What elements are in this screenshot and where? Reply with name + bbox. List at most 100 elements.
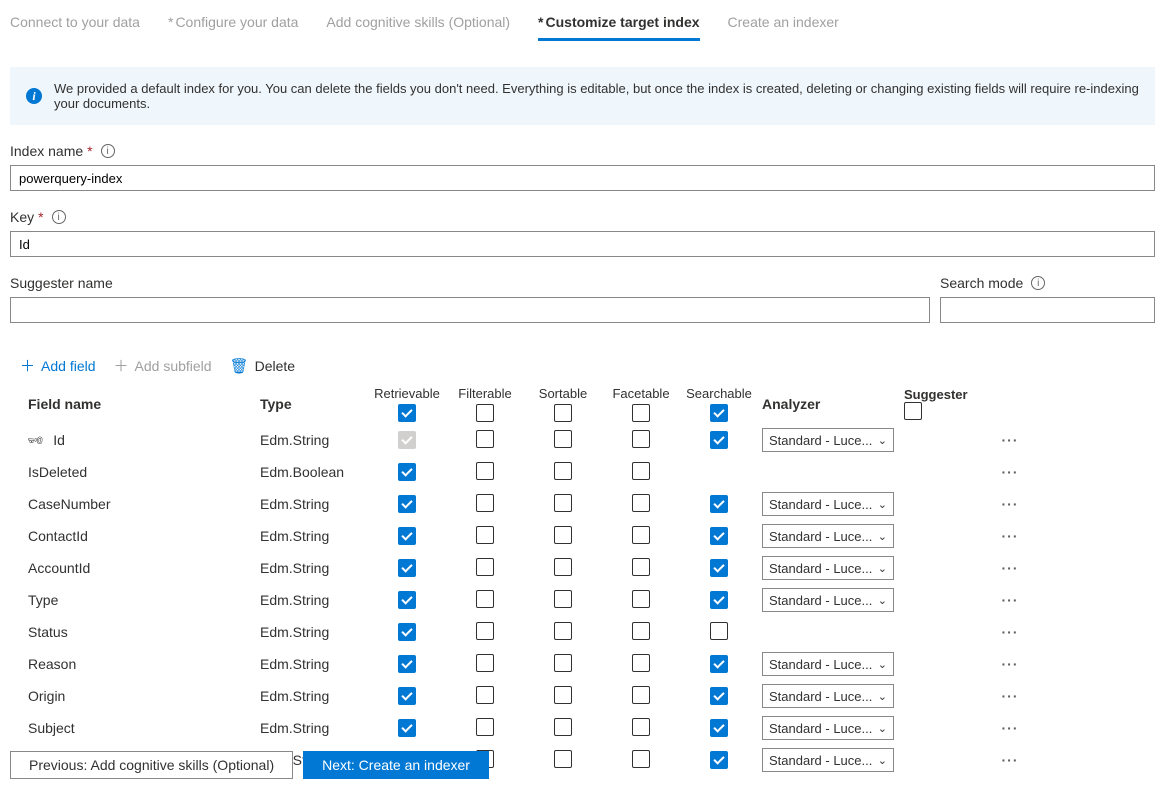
analyzer-select[interactable]: Standard - Luce...⌄ (762, 684, 894, 708)
tab-add-cognitive-skills-optional-[interactable]: Add cognitive skills (Optional) (326, 14, 510, 41)
delete-button[interactable]: 🗑 Delete (230, 357, 296, 375)
checkbox-searchable[interactable] (710, 719, 728, 737)
next-button[interactable]: Next: Create an indexer (303, 751, 489, 779)
search-mode-input[interactable] (940, 297, 1155, 323)
checkbox-searchable[interactable] (710, 431, 728, 449)
row-more-button[interactable]: ··· (980, 464, 1040, 480)
checkbox-sortable[interactable] (554, 654, 572, 672)
checkbox-facetable[interactable] (632, 558, 650, 576)
checkbox-filterable[interactable] (476, 654, 494, 672)
row-more-button[interactable]: ··· (980, 592, 1040, 608)
field-name-cell: Reason (10, 656, 260, 672)
checkbox-filterable[interactable] (476, 494, 494, 512)
analyzer-select[interactable]: Standard - Luce...⌄ (762, 588, 894, 612)
checkbox-facetable[interactable] (632, 654, 650, 672)
tab-customize-target-index[interactable]: Customize target index (538, 14, 699, 41)
checkbox-facetable[interactable] (632, 430, 650, 448)
checkbox-searchable[interactable] (710, 655, 728, 673)
checkbox-searchable[interactable] (710, 591, 728, 609)
help-icon[interactable]: i (1031, 276, 1045, 290)
checkbox-searchable[interactable] (710, 751, 728, 769)
checkbox-filterable[interactable] (476, 686, 494, 704)
checkbox-facetable[interactable] (632, 590, 650, 608)
checkbox-retrievable[interactable] (398, 495, 416, 513)
checkbox-searchable[interactable] (710, 687, 728, 705)
checkbox-retrievable[interactable] (398, 719, 416, 737)
checkbox-facetable[interactable] (632, 718, 650, 736)
row-more-button[interactable]: ··· (980, 496, 1040, 512)
search-mode-label: Search mode (940, 275, 1023, 291)
checkbox-facetable[interactable] (632, 622, 650, 640)
add-subfield-button[interactable]: ＋ Add subfield (114, 355, 212, 376)
row-more-button[interactable]: ··· (980, 752, 1040, 768)
row-more-button[interactable]: ··· (980, 560, 1040, 576)
checkbox-filterable[interactable] (476, 526, 494, 544)
checkbox-sortable[interactable] (554, 590, 572, 608)
analyzer-select[interactable]: Standard - Luce...⌄ (762, 652, 894, 676)
checkbox-sortable-all[interactable] (554, 404, 572, 422)
checkbox-retrievable-all[interactable] (398, 404, 416, 422)
info-icon: i (26, 88, 42, 104)
checkbox-facetable[interactable] (632, 526, 650, 544)
key-input[interactable] (10, 231, 1155, 257)
checkbox-sortable[interactable] (554, 750, 572, 768)
field-type-cell: Edm.String (260, 688, 368, 704)
suggester-name-input[interactable] (10, 297, 930, 323)
checkbox-sortable[interactable] (554, 622, 572, 640)
checkbox-searchable[interactable] (710, 622, 728, 640)
checkbox-facetable[interactable] (632, 750, 650, 768)
checkbox-retrievable[interactable] (398, 559, 416, 577)
checkbox-filterable[interactable] (476, 462, 494, 480)
checkbox-sortable[interactable] (554, 718, 572, 736)
index-name-input[interactable] (10, 165, 1155, 191)
checkbox-filterable-all[interactable] (476, 404, 494, 422)
row-more-button[interactable]: ··· (980, 720, 1040, 736)
add-field-button[interactable]: ＋ Add field (20, 355, 96, 376)
analyzer-select[interactable]: Standard - Luce...⌄ (762, 556, 894, 580)
checkbox-retrievable[interactable] (398, 623, 416, 641)
previous-button[interactable]: Previous: Add cognitive skills (Optional… (10, 751, 293, 779)
checkbox-retrievable[interactable] (398, 655, 416, 673)
checkbox-suggester-all[interactable] (904, 402, 922, 420)
analyzer-select[interactable]: Standard - Luce...⌄ (762, 492, 894, 516)
tab-create-an-indexer[interactable]: Create an indexer (728, 14, 839, 41)
field-name-cell: CaseNumber (10, 496, 260, 512)
checkbox-sortable[interactable] (554, 686, 572, 704)
row-more-button[interactable]: ··· (980, 656, 1040, 672)
analyzer-select[interactable]: Standard - Luce...⌄ (762, 748, 894, 772)
checkbox-searchable[interactable] (710, 527, 728, 545)
row-more-button[interactable]: ··· (980, 624, 1040, 640)
checkbox-facetable-all[interactable] (632, 404, 650, 422)
checkbox-searchable[interactable] (710, 495, 728, 513)
checkbox-retrievable[interactable] (398, 527, 416, 545)
tab-connect-to-your-data[interactable]: Connect to your data (10, 14, 140, 41)
chevron-down-icon: ⌄ (878, 722, 887, 735)
tab-configure-your-data[interactable]: Configure your data (168, 14, 298, 41)
checkbox-filterable[interactable] (476, 430, 494, 448)
checkbox-sortable[interactable] (554, 526, 572, 544)
checkbox-retrievable[interactable] (398, 687, 416, 705)
checkbox-facetable[interactable] (632, 686, 650, 704)
row-more-button[interactable]: ··· (980, 528, 1040, 544)
checkbox-filterable[interactable] (476, 622, 494, 640)
checkbox-retrievable[interactable] (398, 463, 416, 481)
row-more-button[interactable]: ··· (980, 688, 1040, 704)
analyzer-select[interactable]: Standard - Luce...⌄ (762, 524, 894, 548)
help-icon[interactable]: i (52, 210, 66, 224)
row-more-button[interactable]: ··· (980, 432, 1040, 448)
checkbox-sortable[interactable] (554, 494, 572, 512)
checkbox-filterable[interactable] (476, 590, 494, 608)
checkbox-retrievable[interactable] (398, 591, 416, 609)
checkbox-sortable[interactable] (554, 430, 572, 448)
analyzer-select[interactable]: Standard - Luce...⌄ (762, 428, 894, 452)
checkbox-searchable-all[interactable] (710, 404, 728, 422)
help-icon[interactable]: i (101, 144, 115, 158)
checkbox-facetable[interactable] (632, 462, 650, 480)
checkbox-sortable[interactable] (554, 558, 572, 576)
checkbox-sortable[interactable] (554, 462, 572, 480)
checkbox-searchable[interactable] (710, 559, 728, 577)
analyzer-select[interactable]: Standard - Luce...⌄ (762, 716, 894, 740)
checkbox-filterable[interactable] (476, 558, 494, 576)
checkbox-facetable[interactable] (632, 494, 650, 512)
checkbox-filterable[interactable] (476, 718, 494, 736)
